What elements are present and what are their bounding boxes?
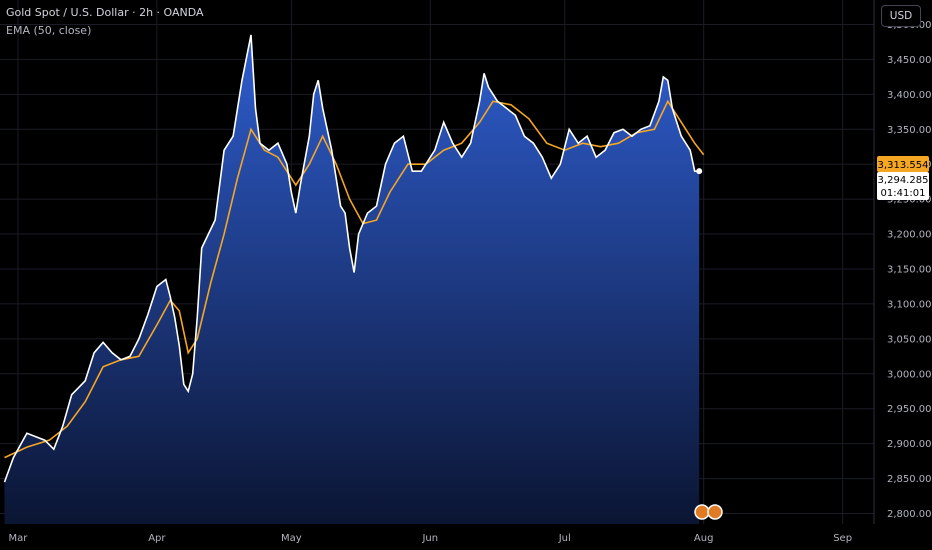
y-tick-label: 3,250.000: [887, 195, 932, 206]
last-price-tag: 3,294.285 01:41:01: [877, 172, 929, 200]
event-markers[interactable]: [694, 504, 723, 520]
y-tick-label: 3,000.000: [887, 369, 932, 380]
indicator-legend[interactable]: EMA (50, close): [6, 24, 92, 37]
y-tick-label: 3,400.000: [887, 90, 932, 101]
last-price-text: 3,294.285: [878, 175, 929, 186]
time-axis[interactable]: Mar Apr May Jun Jul Aug Sep: [8, 533, 852, 544]
countdown-text: 01:41:01: [881, 188, 926, 199]
y-tick-label: 2,950.000: [887, 404, 932, 415]
ema-value-text: 3,313.554: [878, 160, 929, 171]
y-tick-label: 3,050.000: [887, 334, 932, 345]
x-tick-label: Apr: [148, 533, 166, 544]
event-flag-icon[interactable]: [707, 504, 723, 520]
y-tick-label: 2,800.000: [887, 509, 932, 520]
last-price-dot: [696, 168, 703, 175]
y-tick-label: 3,200.000: [887, 230, 932, 241]
x-tick-label: Jul: [558, 533, 571, 544]
symbol-title: Gold Spot / U.S. Dollar · 2h · OANDA: [6, 6, 204, 19]
x-tick-label: Jun: [421, 533, 438, 544]
ema-value-tag: 3,313.554: [877, 156, 929, 172]
price-line: [3, 34, 700, 483]
event-flag-icon[interactable]: [694, 504, 710, 520]
x-tick-label: Mar: [8, 533, 28, 544]
price-area-fill: [4, 34, 700, 525]
y-tick-label: 3,350.000: [887, 125, 932, 136]
y-tick-label: 3,150.000: [887, 264, 932, 275]
y-tick-label: 3,100.000: [887, 299, 932, 310]
y-tick-label: 3,450.000: [887, 55, 932, 66]
x-tick-label: Sep: [833, 533, 852, 544]
currency-button[interactable]: USD: [881, 5, 921, 27]
x-tick-label: Aug: [694, 533, 714, 544]
price-axis[interactable]: 3,500.0003,450.0003,400.0003,350.0003,30…: [887, 20, 932, 520]
x-tick-label: May: [281, 533, 302, 544]
y-tick-label: 2,850.000: [887, 474, 932, 485]
y-tick-label: 2,900.000: [887, 439, 932, 450]
